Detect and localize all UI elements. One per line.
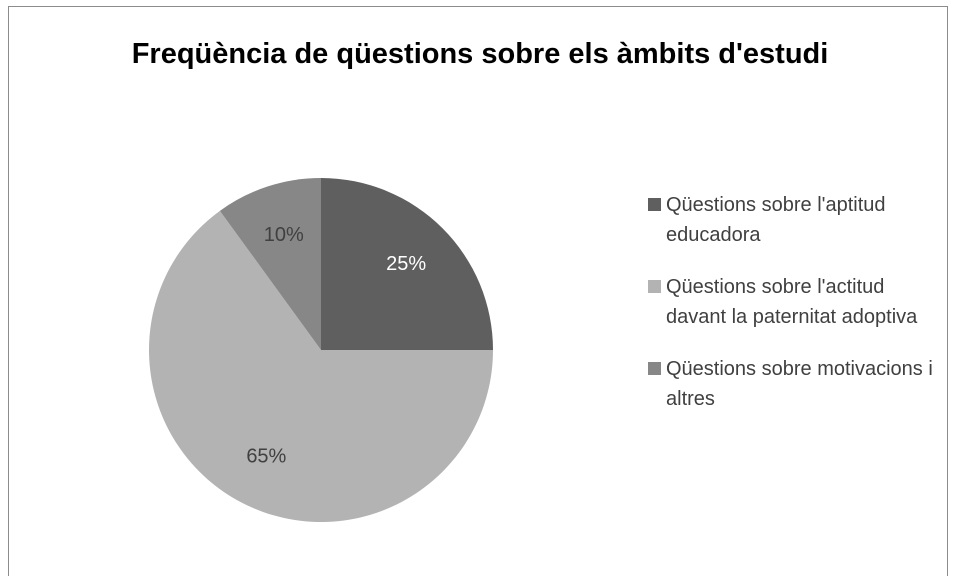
legend-label: Qüestions sobre motivacions i altres xyxy=(666,358,933,410)
legend-entry: Qüestions sobre l'actitud davant la pate… xyxy=(648,272,948,332)
chart-frame xyxy=(8,6,948,576)
pie-slice xyxy=(219,178,321,350)
legend-entry: Qüestions sobre l'aptitud educadora xyxy=(648,190,948,250)
legend-entry: Qüestions sobre motivacions i altres xyxy=(648,354,948,414)
legend-swatch xyxy=(648,280,661,293)
data-label: 25% xyxy=(386,253,426,275)
chart-title: Freqüència de qüestions sobre els àmbits… xyxy=(131,38,829,70)
legend-label: Qüestions sobre l'actitud davant la pate… xyxy=(666,276,918,328)
pie-slice xyxy=(321,178,493,350)
legend-swatch xyxy=(648,198,661,211)
data-label: 65% xyxy=(246,446,286,468)
legend: Qüestions sobre l'aptitud educadora Qüest… xyxy=(648,190,948,436)
legend-label: Qüestions sobre l'aptitud educadora xyxy=(666,194,886,246)
legend-swatch xyxy=(648,362,661,375)
pie-slice xyxy=(149,210,493,523)
data-label: 10% xyxy=(264,224,304,246)
